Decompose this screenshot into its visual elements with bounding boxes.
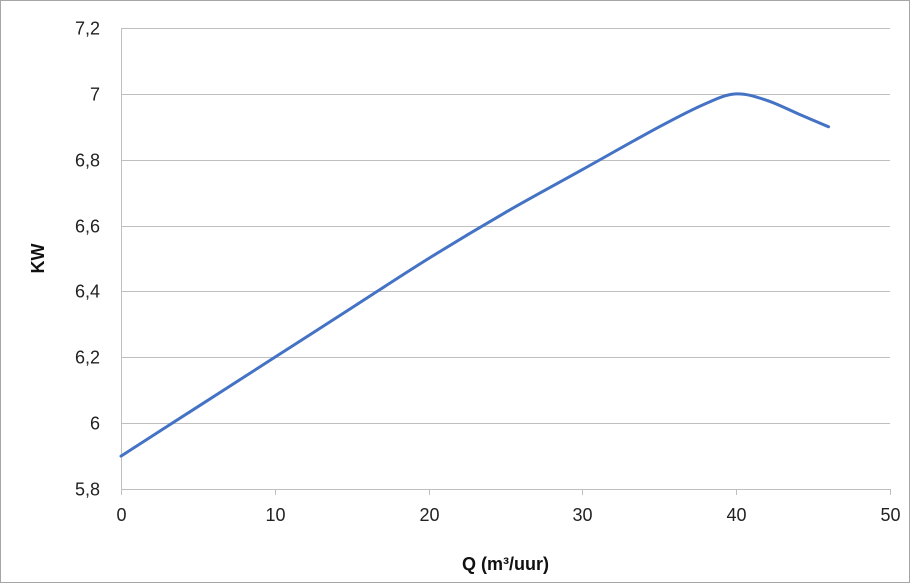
y-tick-label: 7,2 bbox=[75, 19, 100, 39]
y-tick-label: 6,2 bbox=[75, 348, 100, 368]
y-tick-label: 6,8 bbox=[75, 151, 100, 171]
x-tick-label: 30 bbox=[572, 505, 592, 525]
y-tick-label: 5,8 bbox=[75, 480, 100, 500]
series-group bbox=[119, 92, 830, 458]
x-tick-label: 0 bbox=[116, 505, 126, 525]
y-tick-label: 6 bbox=[90, 414, 100, 434]
y-tick-label: 7 bbox=[90, 85, 100, 105]
gridlines bbox=[121, 28, 890, 424]
axes bbox=[121, 28, 891, 495]
x-tick-label: 10 bbox=[265, 505, 285, 525]
x-tick-label: 20 bbox=[419, 505, 439, 525]
x-tick-label: 40 bbox=[726, 505, 746, 525]
y-tick-label: 6,4 bbox=[75, 282, 100, 302]
tick-labels: 5,8 6 6,2 6,4 6,6 6,8 7 7,2 0 10 20 30 40 50 bbox=[75, 19, 901, 526]
x-axis-title: Q (m³/uur) bbox=[462, 554, 549, 574]
y-tick-label: 6,6 bbox=[75, 217, 100, 237]
x-tick-label: 50 bbox=[880, 505, 900, 525]
series-line bbox=[119, 92, 830, 458]
y-axis-title: KW bbox=[28, 244, 48, 274]
